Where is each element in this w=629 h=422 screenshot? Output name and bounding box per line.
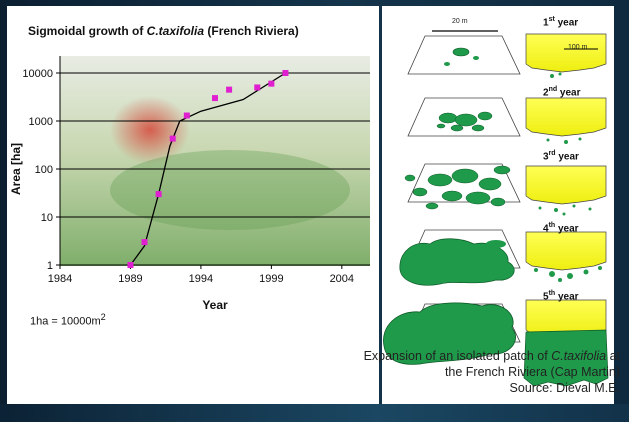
patch-year-1-fragment	[473, 56, 479, 60]
y-tick-label: 10000	[22, 68, 53, 80]
coastline-year-1	[525, 33, 607, 73]
x-tick-label: 1999	[259, 273, 283, 285]
fragment-year-2	[564, 140, 568, 144]
x-tick-label: 1994	[189, 273, 213, 285]
year-label-4: 4th year	[543, 222, 579, 235]
y-tick-label: 1	[47, 260, 53, 272]
hectare-conversion-note: 1ha = 10000m2	[30, 312, 106, 328]
fragment-year-4	[549, 271, 555, 277]
data-point-1995	[212, 95, 218, 102]
axes: 1 10 100 1000 10000 1984 1989 1994 1999 2004 Year A…	[9, 56, 370, 312]
coastline-year-4	[525, 231, 607, 271]
y-tick-label: 100	[35, 164, 53, 176]
fragment-year-3	[588, 207, 592, 211]
patch-year-2	[454, 113, 478, 127]
data-point-1999	[268, 80, 275, 87]
patch-year-3	[478, 177, 502, 191]
figure-caption: Expansion of an isolated patch of C.taxi…	[364, 348, 620, 396]
fragment-year-4	[598, 266, 602, 270]
data-point-1998	[254, 84, 261, 91]
plot-background-photo	[60, 56, 370, 266]
coastline-year-2	[525, 97, 607, 137]
patch-year-3	[425, 202, 439, 210]
fragment-year-4	[567, 273, 573, 279]
x-tick-label: 1984	[48, 273, 72, 285]
scale-label-100m: 100 m	[568, 44, 588, 51]
patch-year-3	[493, 165, 511, 175]
data-points	[127, 70, 289, 268]
data-point-2000	[282, 70, 289, 76]
patch-year-1	[452, 47, 470, 57]
patch-year-2	[436, 123, 446, 129]
patch-year-3	[441, 190, 463, 202]
patch-year-2	[471, 124, 485, 132]
fragment-year-3	[538, 206, 542, 210]
data-point-1993	[183, 112, 190, 119]
year-label-3: 3rd year	[543, 150, 579, 163]
fragment-year-4	[583, 269, 589, 275]
caption-line-2: the French Riviera (Cap Martin)	[444, 365, 620, 379]
data-point-1996	[226, 86, 233, 93]
fragment-year-1	[550, 74, 554, 78]
x-tick-label: 2004	[330, 273, 354, 285]
trend-curve	[129, 72, 286, 266]
fragment-year-2	[546, 138, 550, 142]
caption-line-1: Expansion of an isolated patch of C.taxi…	[363, 349, 620, 363]
year-label-2: 2nd year	[543, 86, 581, 99]
patch-year-3	[404, 174, 416, 182]
coastline-year-3	[525, 165, 607, 205]
data-point-1990	[141, 239, 148, 246]
patch-year-3	[465, 191, 491, 205]
year-label-1: 1st year	[543, 16, 579, 29]
fragment-year-4	[558, 278, 562, 282]
fragment-year-1	[558, 72, 562, 76]
y-axis-label: Area [ha]	[9, 143, 23, 195]
patch-year-2	[477, 111, 493, 121]
y-tick-label: 1000	[29, 116, 53, 128]
data-point-1992	[169, 135, 176, 142]
data-point-1989	[127, 262, 134, 268]
cover-year-5	[523, 329, 609, 387]
x-axis-label: Year	[202, 298, 228, 312]
patch-year-3	[451, 168, 479, 184]
slide-bottom-strip	[0, 404, 629, 422]
fragment-year-3	[572, 204, 576, 208]
caption-line-3: Source: Dieval M.E.	[509, 381, 620, 395]
patch-year-4	[399, 238, 515, 286]
fragment-year-3	[562, 212, 566, 216]
patch-year-2	[438, 112, 458, 124]
x-tick-label: 1989	[118, 273, 142, 285]
fragment-year-2	[578, 137, 582, 141]
seagrass-blur	[110, 150, 350, 230]
patch-year-5	[383, 302, 516, 365]
year-label-5: 5th year	[543, 290, 579, 303]
fragment-year-3	[554, 208, 558, 212]
plot-area	[60, 56, 370, 266]
patch-year-3	[412, 187, 428, 197]
coral-blur	[110, 96, 190, 164]
patch-year-2	[450, 124, 464, 132]
scale-label-20m: 20 m	[452, 18, 468, 25]
data-point-1991	[155, 191, 162, 198]
y-tick-label: 10	[41, 212, 53, 224]
chart-title: Sigmoidal growth of C.taxifolia (French …	[28, 24, 299, 38]
patch-year-1-fragment	[444, 62, 450, 66]
patch-year-3	[427, 173, 453, 187]
trend-line	[129, 72, 286, 266]
patch-year-4-fragment	[486, 240, 506, 248]
fragment-year-4	[534, 268, 538, 272]
expansion-diagram	[383, 30, 609, 387]
patch-year-3	[490, 197, 506, 207]
